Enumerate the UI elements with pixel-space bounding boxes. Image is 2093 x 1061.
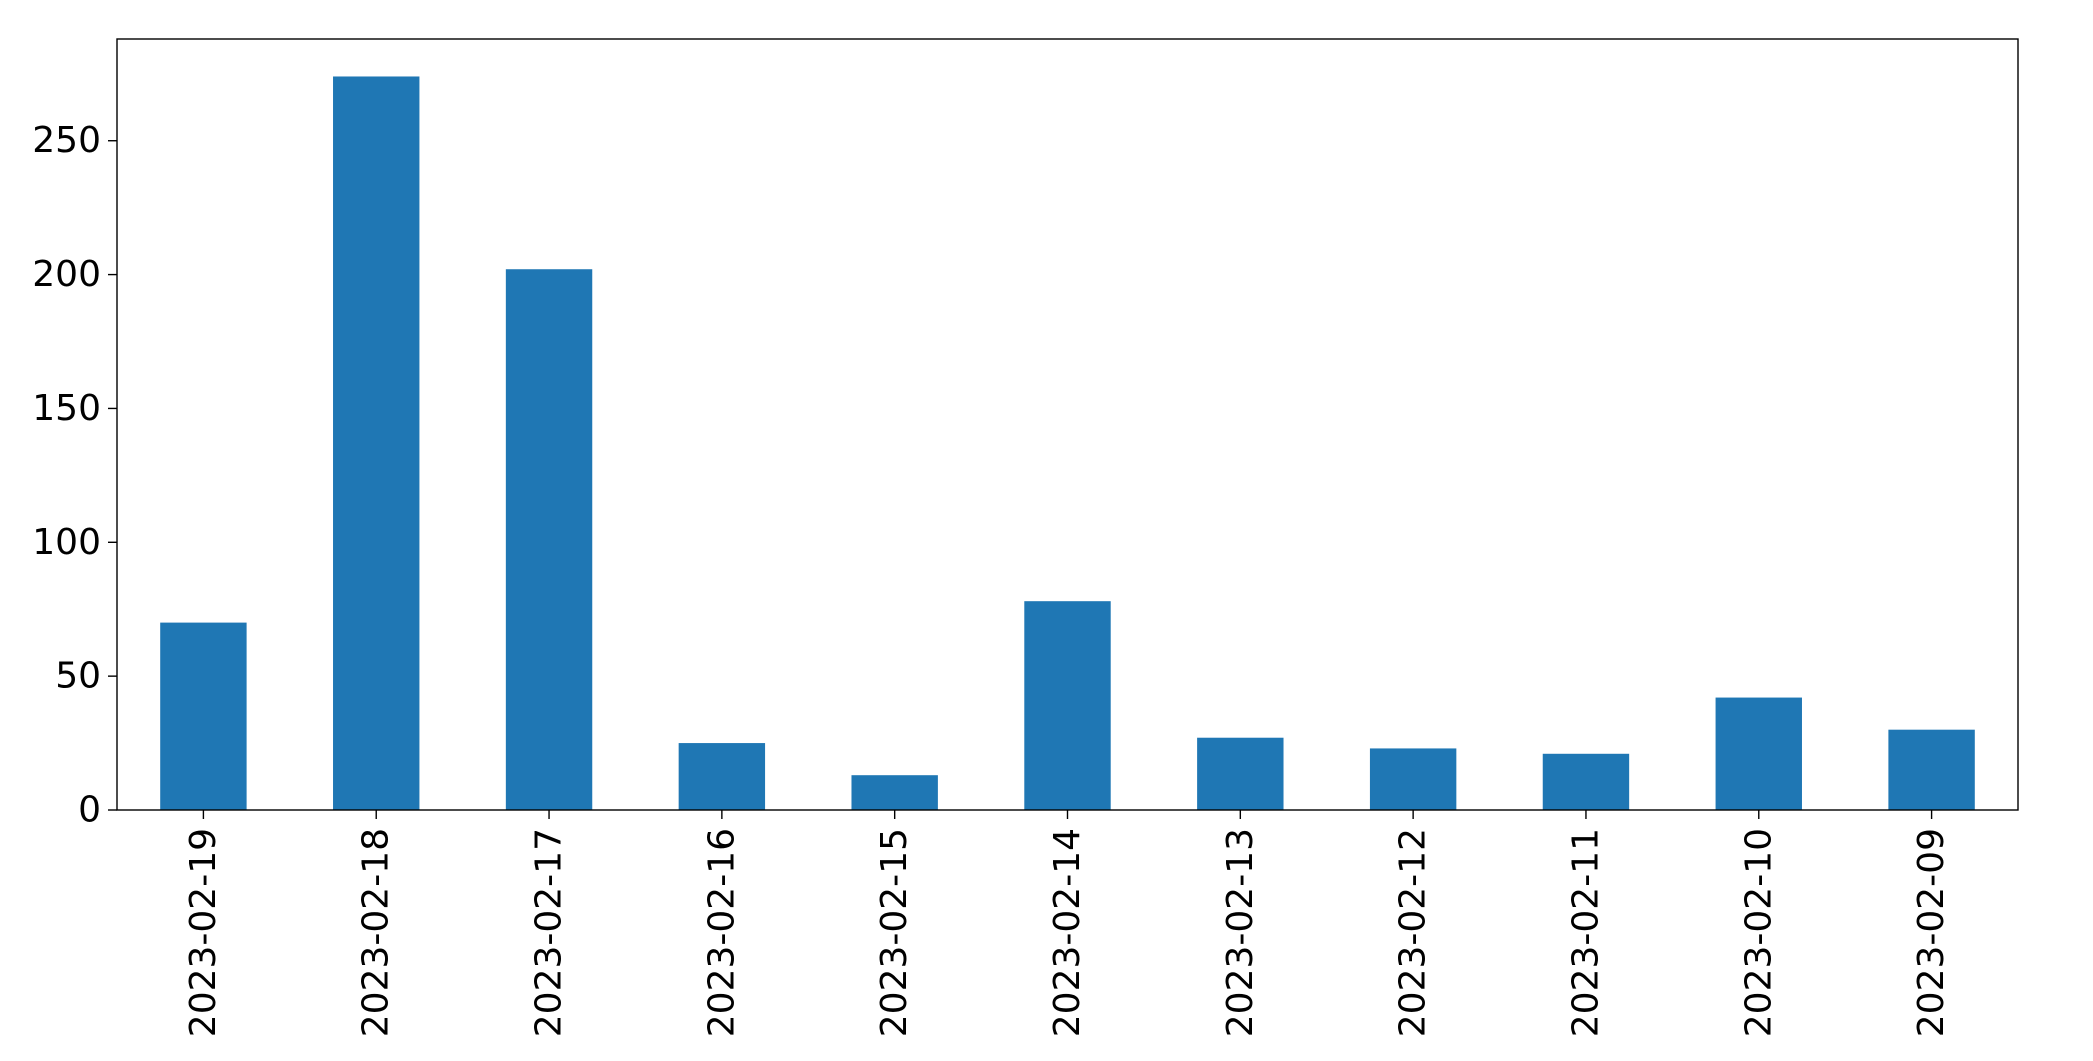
x-tick-label: 2023-02-12 <box>1393 828 1434 1037</box>
bars-group <box>160 76 1975 811</box>
y-tick-label: 50 <box>55 656 101 697</box>
bar-2023-02-09 <box>1888 729 1975 810</box>
x-tick-label: 2023-02-11 <box>1565 828 1606 1037</box>
x-tick-label: 2023-02-09 <box>1911 828 1952 1037</box>
bar-2023-02-13 <box>1197 737 1284 810</box>
y-tick-label: 100 <box>32 522 101 563</box>
bar-2023-02-10 <box>1715 697 1802 810</box>
x-axis-ticks: 2023-02-19 2023-02-18 2023-02-17 2023-02-16… <box>183 810 1952 1037</box>
plot-frame <box>116 38 2019 811</box>
x-tick-label: 2023-02-15 <box>874 828 915 1037</box>
x-tick-label: 2023-02-16 <box>701 828 742 1037</box>
x-tick-label: 2023-02-18 <box>356 828 397 1037</box>
y-tick-label: 150 <box>32 388 101 429</box>
bar-2023-02-11 <box>1542 753 1630 810</box>
x-tick-label: 2023-02-14 <box>1047 828 1088 1037</box>
x-tick-label: 2023-02-13 <box>1220 828 1261 1037</box>
bar-2023-02-19 <box>160 622 247 810</box>
y-tick-label: 200 <box>32 254 101 295</box>
y-tick-label: 0 <box>78 790 101 831</box>
bar-2023-02-14 <box>1024 601 1111 810</box>
x-tick-label: 2023-02-19 <box>183 828 224 1037</box>
y-axis-ticks: 0 50 100 150 200 250 <box>32 120 117 831</box>
y-tick-label: 250 <box>32 120 101 161</box>
x-tick-label: 2023-02-10 <box>1738 828 1779 1037</box>
bar-2023-02-18 <box>333 76 420 810</box>
x-tick-label: 2023-02-17 <box>529 828 570 1037</box>
bar-2023-02-17 <box>505 269 593 811</box>
bar-2023-02-15 <box>851 775 938 810</box>
bar-2023-02-16 <box>678 743 766 810</box>
bar-2023-02-12 <box>1369 748 1457 810</box>
